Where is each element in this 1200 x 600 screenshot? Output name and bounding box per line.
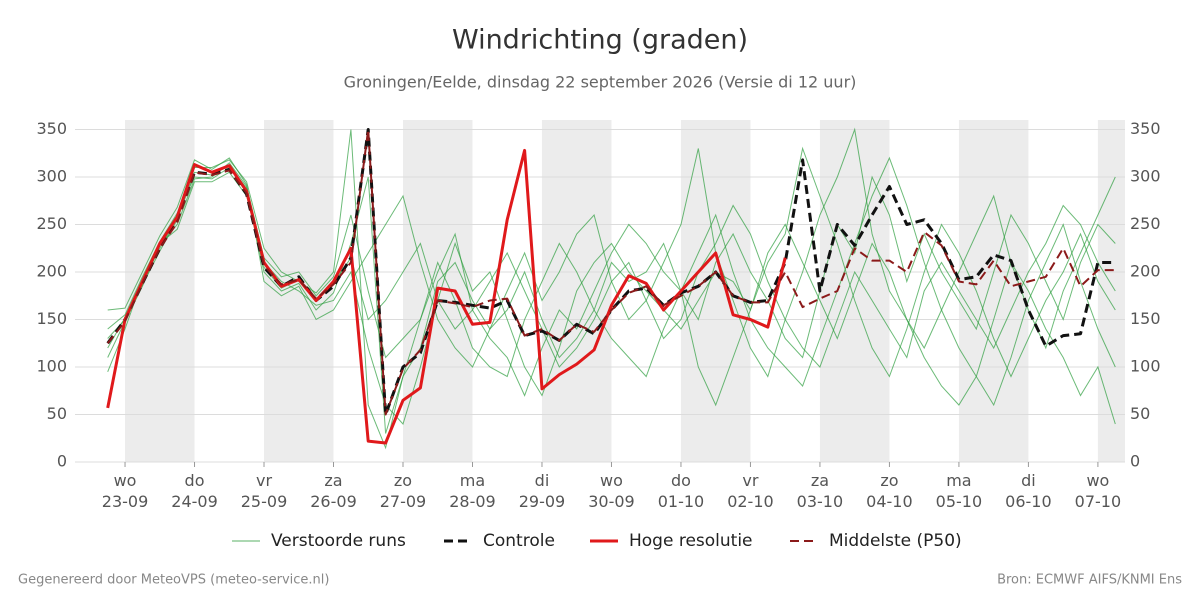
x-tick-label-line: wo <box>600 471 623 490</box>
plot-area <box>106 127 1116 450</box>
x-tick-label: zo 27-09 <box>380 471 427 511</box>
y-tick-label: 50 <box>47 404 67 423</box>
x-tick-label: za 26-09 <box>310 471 357 511</box>
legend-label: Controle <box>483 531 555 551</box>
ensemble-line <box>107 166 1116 434</box>
y-tick-label: 350 <box>36 119 67 138</box>
x-tick-label: di 06-10 <box>1005 471 1052 511</box>
x-tick-label-line: za <box>811 471 829 490</box>
y2-tick-label: 200 <box>1130 262 1161 281</box>
legend-label: Verstoorde runs <box>271 531 406 551</box>
x-tick-label: wo 07-10 <box>1075 471 1122 511</box>
x-tick-label: ma 28-09 <box>449 471 496 511</box>
legend-label: Middelste (P50) <box>829 531 962 551</box>
x-tick-label: vr 02-10 <box>727 471 774 511</box>
x-tick-label-line: zo <box>394 471 412 490</box>
day-shade <box>958 120 1029 462</box>
x-tick-label-line: 23-09 <box>102 492 149 511</box>
x-tick-label: ma 05-10 <box>936 471 983 511</box>
x-tick-label-line: 25-09 <box>241 492 288 511</box>
x-tick-label: do 01-10 <box>658 471 705 511</box>
chart-subtitle: Groningen/Eelde, dinsdag 22 september 20… <box>344 73 857 92</box>
x-tick-label-line: zo <box>880 471 898 490</box>
legend-label: Hoge resolutie <box>629 531 753 551</box>
ensemble-line <box>107 129 1116 450</box>
x-tick-label-line: 03-10 <box>797 492 844 511</box>
x-tick-label-line: vr <box>256 471 272 490</box>
series-line <box>106 148 787 445</box>
x-tick-label-line: ma <box>946 471 971 490</box>
x-tick-label-line: 02-10 <box>727 492 774 511</box>
footer-right: Bron: ECMWF AIFS/KNMI Ens <box>997 573 1182 588</box>
x-tick-label-line: za <box>324 471 342 490</box>
x-tick-label-line: wo <box>114 471 137 490</box>
x-tick-label-line: 27-09 <box>380 492 427 511</box>
y2-tick-label: 0 <box>1130 452 1140 471</box>
y-tick-label: 300 <box>36 167 67 186</box>
series-line <box>106 128 1116 416</box>
y-tick-label: 0 <box>57 452 67 471</box>
chart-title: Windrichting (graden) <box>452 25 748 56</box>
x-tick-label-line: 05-10 <box>936 492 983 511</box>
x-tick-label: wo 23-09 <box>102 471 149 511</box>
x-tick-label-line: di <box>1021 471 1036 490</box>
y2-tick-label: 150 <box>1130 309 1161 328</box>
x-tick-label-line: 01-10 <box>658 492 705 511</box>
y-tick-label: 200 <box>36 262 67 281</box>
footer-left: Gegenereerd door MeteoVPS (meteo-service… <box>18 573 329 588</box>
x-tick-label-line: 24-09 <box>171 492 218 511</box>
x-tick-label-line: 04-10 <box>866 492 913 511</box>
x-tick-label: di 29-09 <box>519 471 566 511</box>
y2-tick-label: 50 <box>1130 404 1150 423</box>
x-tick-label: zo 04-10 <box>866 471 913 511</box>
x-tick-label: do 24-09 <box>171 471 218 511</box>
y-tick-label: 150 <box>36 309 67 328</box>
x-tick-label-line: wo <box>1086 471 1109 490</box>
y2-tick-label: 250 <box>1130 214 1161 233</box>
x-tick-label: za 03-10 <box>797 471 844 511</box>
x-tick-label-line: do <box>185 471 205 490</box>
x-tick-label-line: do <box>671 471 691 490</box>
ensemble-line <box>107 171 1116 425</box>
x-tick-label-line: di <box>535 471 550 490</box>
y2-tick-label: 300 <box>1130 167 1161 186</box>
y2-tick-label: 350 <box>1130 119 1161 138</box>
y-tick-label: 250 <box>36 214 67 233</box>
x-tick-label: vr 25-09 <box>241 471 288 511</box>
x-tick-label: wo 30-09 <box>588 471 635 511</box>
y2-tick-label: 100 <box>1130 357 1161 376</box>
x-tick-label-line: 30-09 <box>588 492 635 511</box>
x-tick-label-line: 07-10 <box>1075 492 1122 511</box>
x-tick-label-line: 06-10 <box>1005 492 1052 511</box>
x-tick-label-line: 26-09 <box>310 492 357 511</box>
ensemble-line <box>107 156 1116 407</box>
y-tick-label: 100 <box>36 357 67 376</box>
x-tick-label-line: 29-09 <box>519 492 566 511</box>
x-tick-label-line: ma <box>460 471 485 490</box>
x-tick-label-line: 28-09 <box>449 492 496 511</box>
x-tick-label-line: vr <box>742 471 758 490</box>
